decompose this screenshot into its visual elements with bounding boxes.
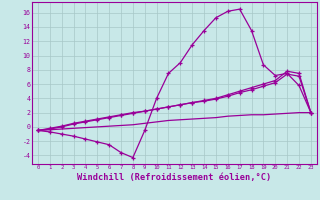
X-axis label: Windchill (Refroidissement éolien,°C): Windchill (Refroidissement éolien,°C) xyxy=(77,173,272,182)
